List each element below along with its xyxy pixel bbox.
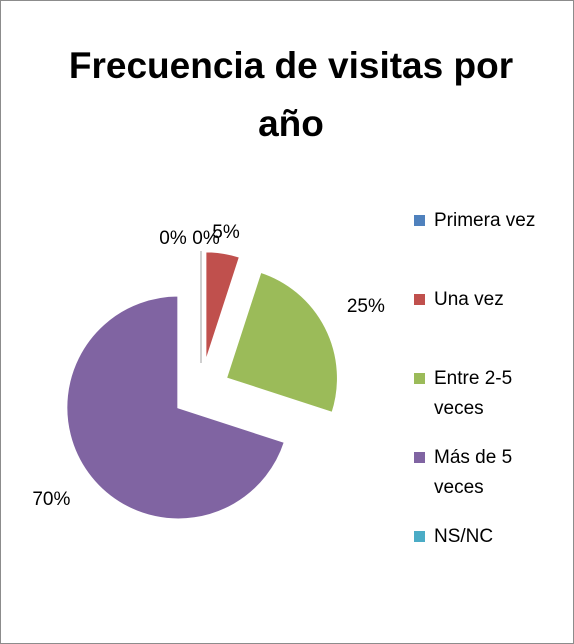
legend-swatch (414, 215, 425, 226)
legend-label: Más de 5 veces (434, 447, 513, 498)
legend-label: NS/NC (434, 526, 494, 547)
legend-swatch (414, 452, 425, 463)
legend-item: Primera vez (414, 206, 564, 285)
legend-item: Una vez (414, 285, 564, 364)
legend: Primera vez Una vez Entre 2-5 veces Más de … (414, 206, 564, 601)
pie-slice (204, 250, 242, 364)
pie-slice (65, 294, 287, 521)
legend-item: Más de 5 veces (414, 443, 564, 522)
data-label: 0% (192, 228, 220, 249)
legend-swatch (414, 531, 425, 542)
data-label: 25% (347, 296, 385, 317)
data-label: 0% (159, 228, 187, 249)
legend-label: Entre 2-5 veces (434, 368, 513, 419)
legend-item: Entre 2-5 veces (414, 364, 564, 443)
legend-item: NS/NC (414, 522, 564, 601)
pie-slice (224, 270, 339, 415)
legend-swatch (414, 294, 425, 305)
legend-swatch (414, 373, 425, 384)
data-label: 70% (32, 489, 70, 510)
legend-label: Primera vez (434, 210, 536, 231)
legend-label: Una vez (434, 289, 504, 310)
data-label: 5% (212, 222, 240, 243)
chart-title: Frecuencia de visitas por año (68, 45, 514, 144)
